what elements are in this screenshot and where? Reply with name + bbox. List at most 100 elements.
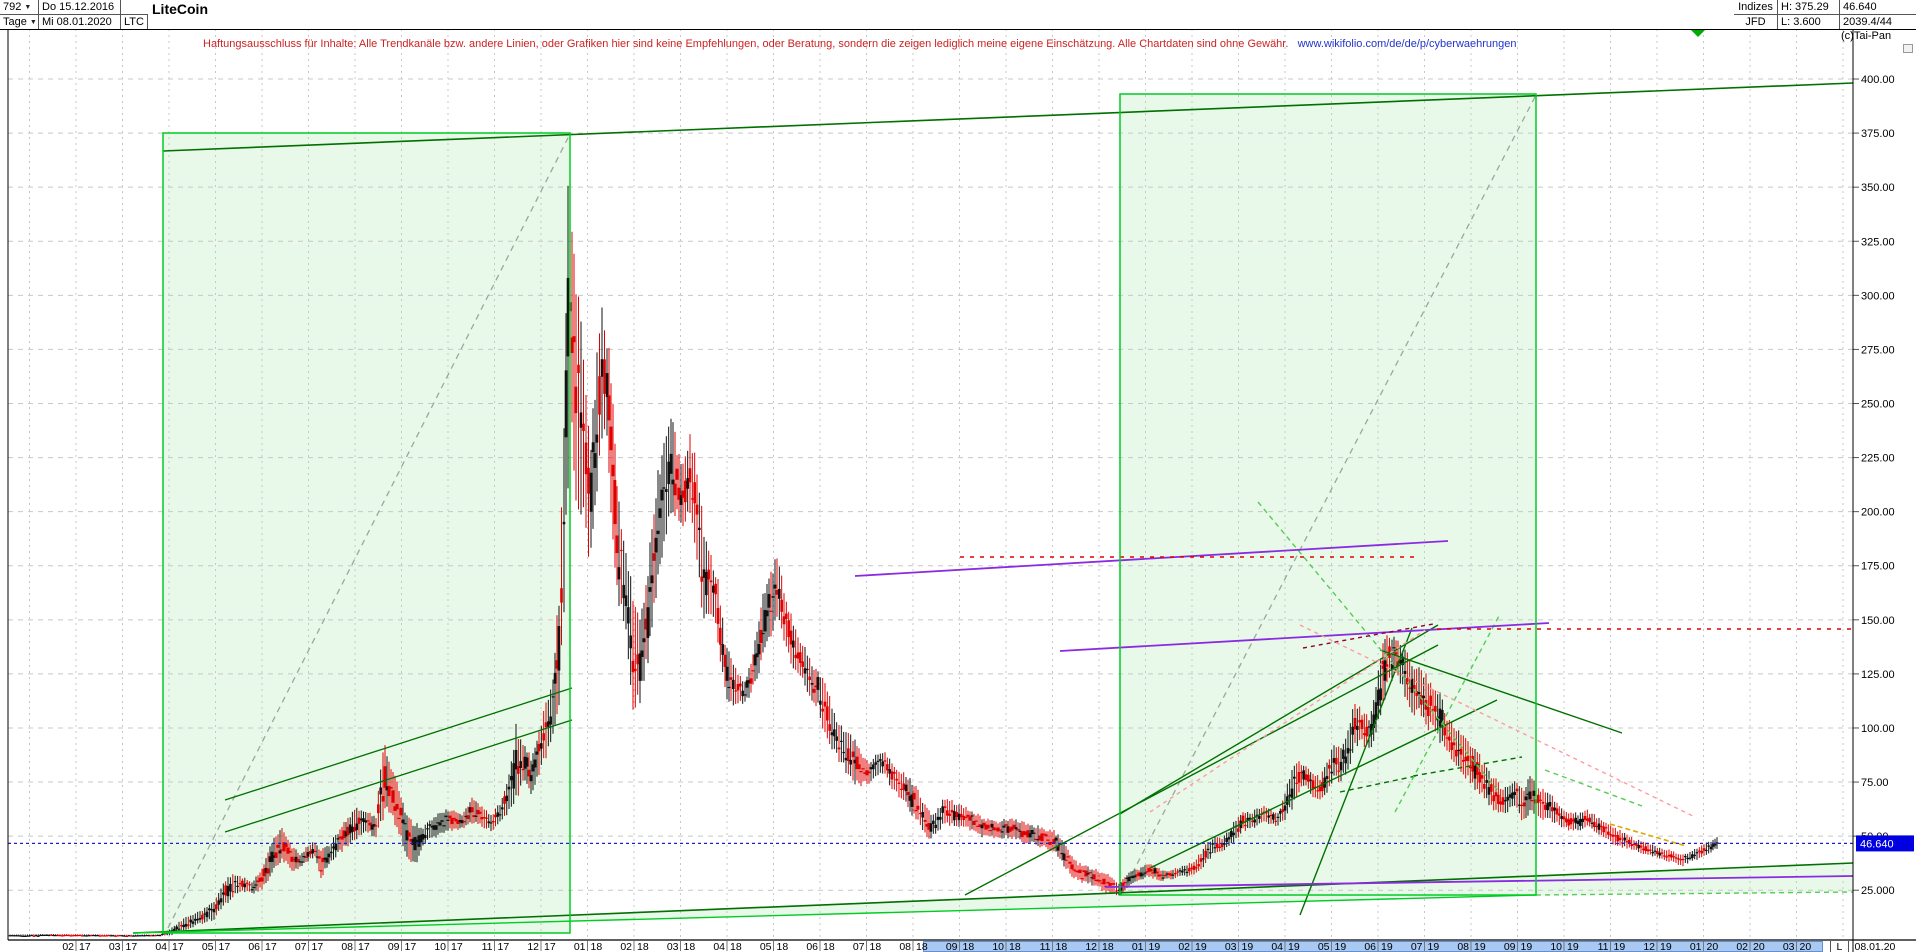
footer-last-date: 08.01.20 (1855, 941, 1896, 952)
x-axis-label-month: 02 (1736, 941, 1748, 952)
x-axis-label-year: 18 (637, 941, 649, 952)
x-axis-label-month: 03 (1783, 941, 1795, 952)
x-axis-label-year: 17 (498, 941, 510, 952)
resize-handle-icon[interactable] (1903, 44, 1913, 53)
x-axis-label-month: 07 (295, 941, 307, 952)
x-axis-label-month: 02 (620, 941, 632, 952)
x-axis-label-year: 19 (1242, 941, 1254, 952)
chevron-down-icon: ▼ (24, 3, 32, 11)
x-axis-label-month: 11 (1598, 941, 1609, 952)
x-axis-label-year: 18 (591, 941, 603, 952)
x-axis-label-year: 19 (1474, 941, 1486, 952)
timeframe-dropdown[interactable]: Tage ▼ (0, 15, 39, 29)
x-axis-label-month: 04 (155, 941, 167, 952)
box-diagonal (167, 133, 571, 929)
range-marker-icon (1690, 29, 1706, 37)
trendline (1535, 891, 1854, 896)
x-axis-label-month: 08 (1457, 941, 1469, 952)
trend-box-border (1119, 93, 1537, 896)
header-divider (0, 29, 1916, 30)
x-axis-label-month: 07 (853, 941, 865, 952)
x-axis-label-month: 06 (806, 941, 818, 952)
price-marker-label: 46.640 (1860, 838, 1894, 850)
x-axis-label-month: 03 (667, 941, 679, 952)
last-price-cell: 46.640 (1840, 0, 1916, 15)
trendline (1609, 823, 1687, 847)
x-axis-label-year: 17 (126, 941, 138, 952)
trendline (1104, 875, 1854, 888)
trendline (1394, 613, 1501, 813)
x-axis-label-year: 17 (79, 941, 91, 952)
x-axis-label-month: 01 (1132, 941, 1144, 952)
x-axis-label-year: 19 (1428, 941, 1440, 952)
y-axis-label: 25.000 (1861, 885, 1895, 897)
copyright-label: (c)Tai-Pan (1841, 30, 1892, 42)
x-axis-label-year: 18 (1009, 941, 1021, 952)
y-axis-label: 325.00 (1861, 236, 1895, 248)
trendline (1299, 627, 1413, 916)
x-axis-label-year: 18 (1102, 941, 1114, 952)
trendline (132, 862, 1854, 934)
trend-box-border (162, 132, 571, 934)
x-axis-label-month: 03 (1225, 941, 1237, 952)
x-axis-label-year: 19 (1195, 941, 1207, 952)
x-axis-label-year: 20 (1707, 941, 1719, 952)
x-axis-label-month: 11 (1040, 941, 1051, 952)
trendline (132, 894, 1537, 934)
x-axis-label-year: 19 (1149, 941, 1161, 952)
x-axis-label-year: 19 (1614, 941, 1626, 952)
x-axis-label-month: 12 (527, 941, 539, 952)
x-axis-label-year: 17 (358, 941, 370, 952)
trend-box-fill (163, 133, 570, 933)
x-axis-label-year: 18 (823, 941, 835, 952)
group-cell: Indizes (1734, 0, 1778, 15)
x-axis-label-month: 09 (1504, 941, 1516, 952)
x-axis-label-year: 19 (1660, 941, 1672, 952)
symbol-cell: LTC (121, 15, 148, 29)
box-diagonal (1121, 94, 1537, 894)
x-axis-label-year: 17 (265, 941, 277, 952)
trendline (1412, 756, 1523, 777)
x-axis-label-month: 08 (899, 941, 911, 952)
x-axis-label-month: 04 (713, 941, 725, 952)
y-axis-label: 375.00 (1861, 128, 1895, 140)
x-axis-label-month: 06 (248, 941, 260, 952)
date-from: Do 15.12.2016 (39, 0, 121, 15)
x-axis-label-year: 18 (730, 941, 742, 952)
trendline (964, 644, 1439, 896)
disclaimer: Haftungsausschluss für Inhalte: Alle Tre… (203, 38, 1517, 50)
y-axis-label: 225.00 (1861, 453, 1895, 465)
trendline (224, 719, 573, 833)
y-axis-label: 275.00 (1861, 344, 1895, 356)
trendline (1302, 623, 1434, 649)
x-axis-label-year: 20 (1800, 941, 1812, 952)
x-axis-label-year: 18 (916, 941, 928, 952)
y-axis-label: 400.00 (1861, 74, 1895, 86)
footer-l-label: L (1837, 941, 1843, 952)
x-axis-label-month: 08 (341, 941, 353, 952)
y-axis-label: 175.00 (1861, 561, 1895, 573)
trendline (854, 540, 1449, 577)
x-axis-label-year: 18 (777, 941, 789, 952)
trendline (224, 687, 573, 801)
disclaimer-link[interactable]: www.wikifolio.com/de/de/p/cyberwaehrunge… (1297, 38, 1517, 50)
bars-count-value: 792 (3, 1, 22, 13)
x-axis-label-year: 19 (1288, 941, 1300, 952)
high-cell: H: 375.29 (1778, 0, 1840, 15)
x-axis-label-month: 11 (482, 941, 493, 952)
x-axis-label-year: 20 (1753, 941, 1765, 952)
timeframe-value: Tage (3, 16, 27, 28)
x-axis-label-month: 04 (1271, 941, 1283, 952)
x-axis-label-month: 07 (1411, 941, 1423, 952)
x-axis-label-year: 19 (1335, 941, 1347, 952)
x-axis-label-month: 03 (109, 941, 121, 952)
y-axis-label: 300.00 (1861, 290, 1895, 302)
y-axis-label: 200.00 (1861, 507, 1895, 519)
x-axis-label-year: 19 (1381, 941, 1393, 952)
bars-count-dropdown[interactable]: 792 ▼ (0, 0, 39, 15)
x-axis-label-month: 02 (1178, 941, 1190, 952)
trendline (1339, 775, 1417, 793)
spacer-cell (121, 0, 148, 15)
